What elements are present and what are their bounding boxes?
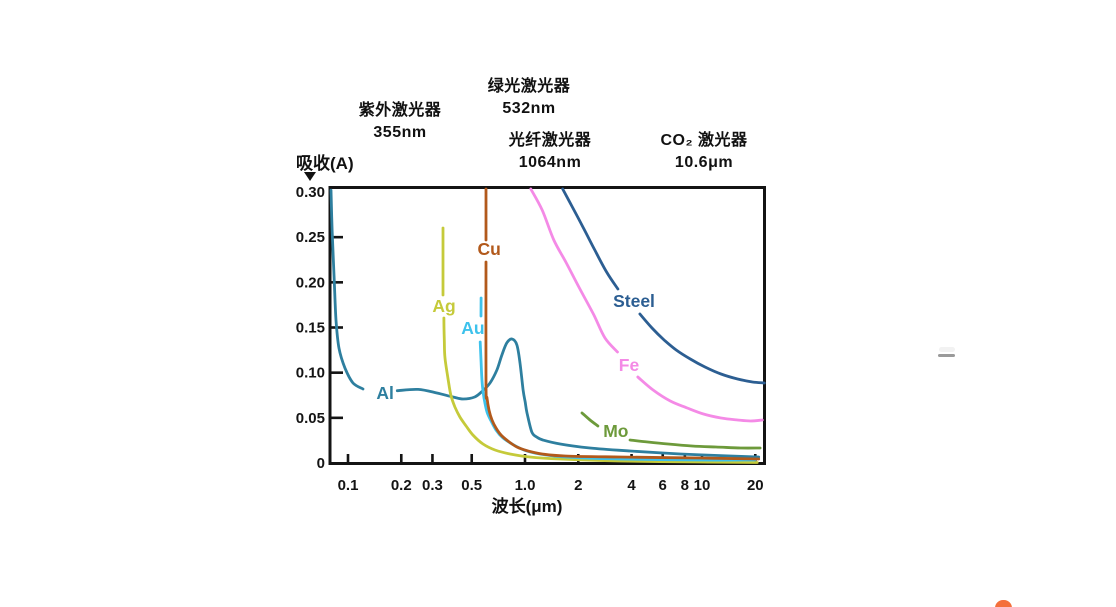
annotation-fiber-laser-wavelength: 1064nm <box>518 154 582 171</box>
series-line-fe <box>636 375 764 423</box>
y-tick-label: 0.10 <box>296 365 325 382</box>
series-line-steel <box>561 187 620 291</box>
series-label-al: Al <box>376 383 394 403</box>
y-tick-label: 0.30 <box>296 184 325 201</box>
x-tick-label: 6 <box>659 477 667 494</box>
annotation-uv-laser: 紫外激光器 355nm <box>310 100 490 144</box>
plot-frame <box>328 186 766 465</box>
series-curves <box>329 187 766 464</box>
series-line-ag <box>442 316 759 464</box>
annotation-fiber-laser-name: 光纤激光器 <box>508 132 592 149</box>
x-tick-label: 8 <box>681 477 689 494</box>
annotation-fiber-laser: 光纤激光器 1064nm <box>460 130 640 174</box>
series-line-al <box>395 337 761 459</box>
annotation-uv-laser-wavelength: 355nm <box>373 124 427 141</box>
x-tick-label: 0.2 <box>391 477 412 494</box>
series-line-fe <box>529 187 619 354</box>
series-line-au <box>478 340 757 462</box>
watermark-halo <box>939 347 955 352</box>
series-line-mo <box>580 411 600 428</box>
series-line-al <box>329 188 365 391</box>
series-label-mo: Mo <box>603 421 628 441</box>
series-label-fe: Fe <box>619 355 640 375</box>
annotation-co2-laser: CO₂ 激光器 10.6μm <box>614 130 794 174</box>
corner-logo-fragment <box>995 600 1012 607</box>
y-tick-label: 0.20 <box>296 274 325 291</box>
x-tick-label: 20 <box>747 477 764 494</box>
y-axis-title: 吸收(A) <box>296 154 354 173</box>
y-tick-label: 0.15 <box>296 320 325 337</box>
series-label-steel: Steel <box>613 291 655 311</box>
annotation-green-laser-wavelength: 532nm <box>502 100 556 117</box>
annotation-green-laser-name: 绿光激光器 <box>487 78 571 95</box>
annotation-green-laser: 绿光激光器 532nm <box>439 76 619 120</box>
x-tick-label: 2 <box>574 477 582 494</box>
y-tick-label: 0.25 <box>296 229 325 246</box>
series-line-mo <box>628 438 762 450</box>
x-axis-title: 波长(μm) <box>491 497 563 516</box>
series-line-steel <box>638 312 766 385</box>
x-tick-label: 10 <box>694 477 711 494</box>
annotation-uv-laser-name: 紫外激光器 <box>358 102 442 119</box>
x-tick-label: 1.0 <box>515 477 536 494</box>
series-label-cu: Cu <box>477 239 500 259</box>
series-label-au: Au <box>461 318 484 338</box>
axis-ticks: 0.1 0.2 0.3 0.5 1.0 2 4 6 8 10 20 0 0.05 0.10 0.15 0.20… <box>296 184 764 494</box>
series-labels: Al Ag Au Cu Steel Fe Mo <box>374 237 658 444</box>
annotation-co2-laser-wavelength: 10.6μm <box>674 154 734 171</box>
x-tick-label: 0.3 <box>422 477 443 494</box>
watermark-dash <box>938 354 955 357</box>
annotation-co2-laser-name: CO₂ 激光器 <box>660 132 748 149</box>
x-tick-label: 0.1 <box>338 477 359 494</box>
series-label-ag: Ag <box>432 296 455 316</box>
y-tick-label: 0 <box>317 455 325 472</box>
series-line-cu <box>484 260 761 461</box>
y-tick-label: 0.05 <box>296 410 325 427</box>
down-arrow-icon <box>304 172 316 181</box>
x-tick-label: 4 <box>627 477 636 494</box>
x-tick-label: 0.5 <box>461 477 482 494</box>
